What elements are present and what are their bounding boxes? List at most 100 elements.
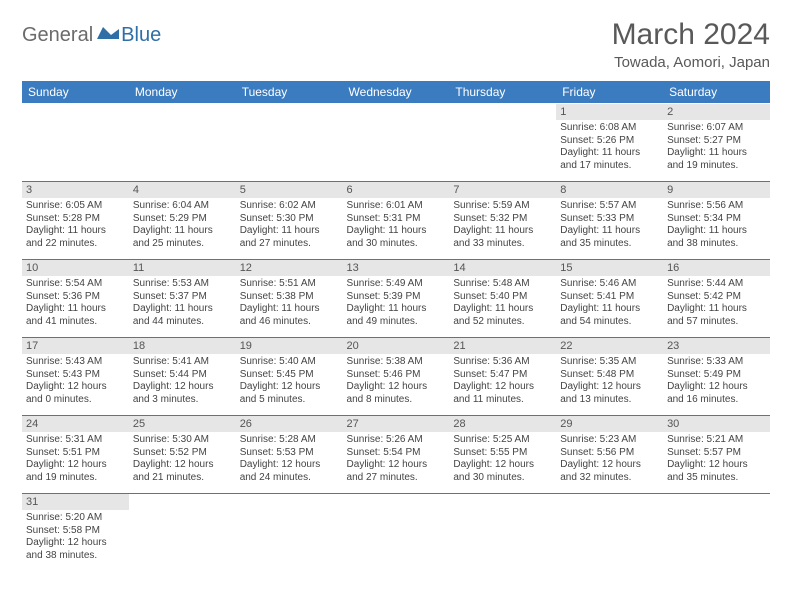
- daylight-text: Daylight: 11 hours and 30 minutes.: [347, 225, 446, 250]
- day-number: 10: [22, 260, 129, 276]
- sunrise-text: Sunrise: 5:56 AM: [667, 200, 766, 213]
- day-details: Sunrise: 5:21 AMSunset: 5:57 PMDaylight:…: [663, 432, 770, 486]
- sunrise-text: Sunrise: 5:38 AM: [347, 356, 446, 369]
- sunset-text: Sunset: 5:49 PM: [667, 369, 766, 382]
- calendar-day-cell: 7Sunrise: 5:59 AMSunset: 5:32 PMDaylight…: [449, 182, 556, 260]
- weekday-header: Monday: [129, 81, 236, 104]
- day-number: 11: [129, 260, 236, 276]
- location-text: Towada, Aomori, Japan: [612, 54, 770, 71]
- day-number: 25: [129, 416, 236, 432]
- calendar-day-cell: [129, 104, 236, 182]
- day-details: Sunrise: 5:23 AMSunset: 5:56 PMDaylight:…: [556, 432, 663, 486]
- sunset-text: Sunset: 5:55 PM: [453, 447, 552, 460]
- sunrise-text: Sunrise: 5:41 AM: [133, 356, 232, 369]
- calendar-day-cell: 14Sunrise: 5:48 AMSunset: 5:40 PMDayligh…: [449, 260, 556, 338]
- calendar-week-row: 1Sunrise: 6:08 AMSunset: 5:26 PMDaylight…: [22, 104, 770, 182]
- sunrise-text: Sunrise: 5:51 AM: [240, 278, 339, 291]
- day-number: 5: [236, 182, 343, 198]
- sunset-text: Sunset: 5:45 PM: [240, 369, 339, 382]
- day-details: Sunrise: 5:57 AMSunset: 5:33 PMDaylight:…: [556, 198, 663, 252]
- daylight-text: Daylight: 11 hours and 44 minutes.: [133, 303, 232, 328]
- daylight-text: Daylight: 12 hours and 11 minutes.: [453, 381, 552, 406]
- sunrise-text: Sunrise: 5:43 AM: [26, 356, 125, 369]
- day-number: 8: [556, 182, 663, 198]
- calendar-day-cell: 31Sunrise: 5:20 AMSunset: 5:58 PMDayligh…: [22, 494, 129, 572]
- title-block: March 2024 Towada, Aomori, Japan: [612, 18, 770, 71]
- calendar-day-cell: 20Sunrise: 5:38 AMSunset: 5:46 PMDayligh…: [343, 338, 450, 416]
- daylight-text: Daylight: 11 hours and 25 minutes.: [133, 225, 232, 250]
- day-number: [343, 104, 450, 120]
- daylight-text: Daylight: 12 hours and 16 minutes.: [667, 381, 766, 406]
- calendar-day-cell: 15Sunrise: 5:46 AMSunset: 5:41 PMDayligh…: [556, 260, 663, 338]
- calendar-day-cell: 29Sunrise: 5:23 AMSunset: 5:56 PMDayligh…: [556, 416, 663, 494]
- calendar-day-cell: 8Sunrise: 5:57 AMSunset: 5:33 PMDaylight…: [556, 182, 663, 260]
- calendar-week-row: 10Sunrise: 5:54 AMSunset: 5:36 PMDayligh…: [22, 260, 770, 338]
- day-details: Sunrise: 5:51 AMSunset: 5:38 PMDaylight:…: [236, 276, 343, 330]
- sunrise-text: Sunrise: 5:40 AM: [240, 356, 339, 369]
- sunset-text: Sunset: 5:53 PM: [240, 447, 339, 460]
- day-number: 14: [449, 260, 556, 276]
- sunrise-text: Sunrise: 5:44 AM: [667, 278, 766, 291]
- calendar-day-cell: 22Sunrise: 5:35 AMSunset: 5:48 PMDayligh…: [556, 338, 663, 416]
- sunset-text: Sunset: 5:46 PM: [347, 369, 446, 382]
- weekday-header: Tuesday: [236, 81, 343, 104]
- day-number: 13: [343, 260, 450, 276]
- day-details: Sunrise: 5:38 AMSunset: 5:46 PMDaylight:…: [343, 354, 450, 408]
- calendar-day-cell: 17Sunrise: 5:43 AMSunset: 5:43 PMDayligh…: [22, 338, 129, 416]
- day-details: Sunrise: 5:26 AMSunset: 5:54 PMDaylight:…: [343, 432, 450, 486]
- flag-icon: [97, 25, 119, 46]
- sunset-text: Sunset: 5:58 PM: [26, 525, 125, 538]
- sunrise-text: Sunrise: 5:59 AM: [453, 200, 552, 213]
- sunset-text: Sunset: 5:32 PM: [453, 213, 552, 226]
- day-details: Sunrise: 5:30 AMSunset: 5:52 PMDaylight:…: [129, 432, 236, 486]
- daylight-text: Daylight: 11 hours and 54 minutes.: [560, 303, 659, 328]
- calendar-day-cell: 2Sunrise: 6:07 AMSunset: 5:27 PMDaylight…: [663, 104, 770, 182]
- sunset-text: Sunset: 5:44 PM: [133, 369, 232, 382]
- sunrise-text: Sunrise: 5:25 AM: [453, 434, 552, 447]
- day-details: Sunrise: 5:56 AMSunset: 5:34 PMDaylight:…: [663, 198, 770, 252]
- calendar-day-cell: [449, 104, 556, 182]
- day-number: 1: [556, 104, 663, 120]
- day-number: [449, 494, 556, 510]
- sunrise-text: Sunrise: 5:46 AM: [560, 278, 659, 291]
- calendar-day-cell: 4Sunrise: 6:04 AMSunset: 5:29 PMDaylight…: [129, 182, 236, 260]
- daylight-text: Daylight: 11 hours and 52 minutes.: [453, 303, 552, 328]
- calendar-week-row: 31Sunrise: 5:20 AMSunset: 5:58 PMDayligh…: [22, 494, 770, 572]
- calendar-day-cell: 18Sunrise: 5:41 AMSunset: 5:44 PMDayligh…: [129, 338, 236, 416]
- day-number: 3: [22, 182, 129, 198]
- day-number: 24: [22, 416, 129, 432]
- day-details: Sunrise: 5:40 AMSunset: 5:45 PMDaylight:…: [236, 354, 343, 408]
- daylight-text: Daylight: 11 hours and 38 minutes.: [667, 225, 766, 250]
- daylight-text: Daylight: 12 hours and 8 minutes.: [347, 381, 446, 406]
- day-number: 7: [449, 182, 556, 198]
- daylight-text: Daylight: 12 hours and 38 minutes.: [26, 537, 125, 562]
- day-number: 22: [556, 338, 663, 354]
- weekday-header: Sunday: [22, 81, 129, 104]
- day-number: 19: [236, 338, 343, 354]
- sunset-text: Sunset: 5:48 PM: [560, 369, 659, 382]
- calendar-day-cell: 23Sunrise: 5:33 AMSunset: 5:49 PMDayligh…: [663, 338, 770, 416]
- day-number: 4: [129, 182, 236, 198]
- calendar-day-cell: 12Sunrise: 5:51 AMSunset: 5:38 PMDayligh…: [236, 260, 343, 338]
- sunset-text: Sunset: 5:30 PM: [240, 213, 339, 226]
- daylight-text: Daylight: 11 hours and 57 minutes.: [667, 303, 766, 328]
- daylight-text: Daylight: 12 hours and 3 minutes.: [133, 381, 232, 406]
- daylight-text: Daylight: 11 hours and 41 minutes.: [26, 303, 125, 328]
- day-details: Sunrise: 5:43 AMSunset: 5:43 PMDaylight:…: [22, 354, 129, 408]
- day-number: 20: [343, 338, 450, 354]
- daylight-text: Daylight: 12 hours and 13 minutes.: [560, 381, 659, 406]
- day-details: Sunrise: 5:46 AMSunset: 5:41 PMDaylight:…: [556, 276, 663, 330]
- calendar-day-cell: 21Sunrise: 5:36 AMSunset: 5:47 PMDayligh…: [449, 338, 556, 416]
- day-number: [343, 494, 450, 510]
- weekday-header: Thursday: [449, 81, 556, 104]
- calendar-day-cell: 25Sunrise: 5:30 AMSunset: 5:52 PMDayligh…: [129, 416, 236, 494]
- day-number: [129, 494, 236, 510]
- day-details: Sunrise: 6:08 AMSunset: 5:26 PMDaylight:…: [556, 120, 663, 174]
- daylight-text: Daylight: 12 hours and 24 minutes.: [240, 459, 339, 484]
- sunrise-text: Sunrise: 6:08 AM: [560, 122, 659, 135]
- day-details: Sunrise: 5:49 AMSunset: 5:39 PMDaylight:…: [343, 276, 450, 330]
- calendar-day-cell: 1Sunrise: 6:08 AMSunset: 5:26 PMDaylight…: [556, 104, 663, 182]
- daylight-text: Daylight: 12 hours and 32 minutes.: [560, 459, 659, 484]
- daylight-text: Daylight: 12 hours and 30 minutes.: [453, 459, 552, 484]
- sunrise-text: Sunrise: 5:53 AM: [133, 278, 232, 291]
